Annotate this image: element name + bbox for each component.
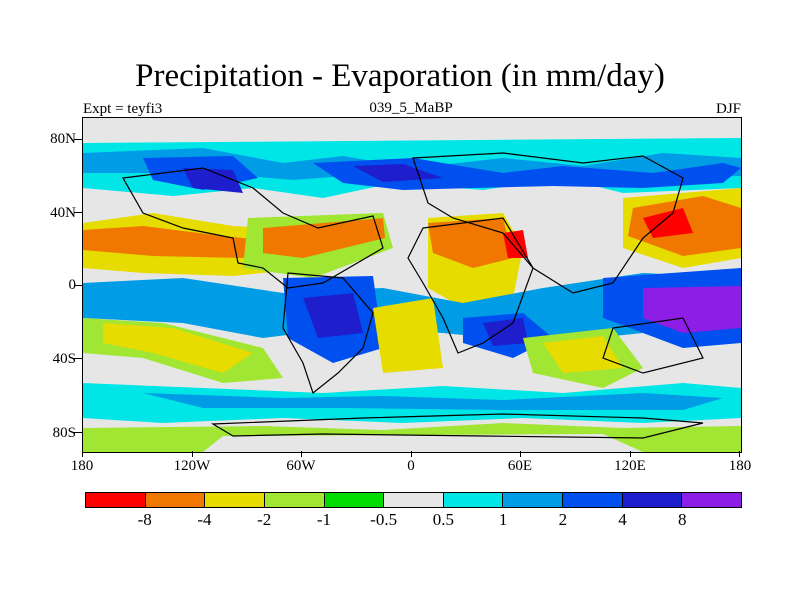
colorbar-swatch — [264, 493, 325, 507]
lon-tick — [301, 451, 302, 457]
colorbar-swatch — [443, 493, 504, 507]
lat-tick — [74, 432, 82, 433]
colorbar-label: -0.5 — [370, 510, 398, 529]
lon-label-60e: 60E — [507, 458, 533, 474]
lat-tick — [74, 212, 82, 213]
lon-tick — [411, 451, 412, 457]
lon-tick — [192, 451, 193, 457]
lat-label-0: 0 — [68, 277, 77, 293]
colorbar-swatch — [682, 493, 742, 507]
colorbar-swatch — [205, 493, 265, 507]
colorbar-label: -8 — [137, 510, 152, 529]
colorbar-swatch — [503, 493, 564, 507]
period-label: 039_5_MaBP — [369, 100, 453, 116]
colorbar-label: -2 — [257, 510, 272, 529]
lat-tick — [74, 139, 82, 140]
lon-label-60w: 60W — [286, 458, 316, 474]
lat-label-40s: 40S — [52, 351, 76, 367]
colorbar-swatch — [86, 493, 146, 507]
lat-label-40n: 40N — [50, 205, 76, 221]
colorbar-label: 0.5 — [432, 510, 454, 529]
lon-label-180e: 180 — [728, 458, 752, 474]
colorbar-label: 4 — [618, 510, 627, 529]
lat-tick — [74, 285, 82, 286]
pe-map — [82, 117, 742, 453]
colorbar-swatch — [622, 493, 683, 507]
colorbar-swatch — [145, 493, 206, 507]
lon-tick — [520, 451, 521, 457]
lon-tick — [82, 451, 83, 457]
colorbar — [85, 492, 742, 508]
colorbar-swatch — [324, 493, 385, 507]
lon-label-180w: 180 — [70, 458, 94, 474]
lon-tick — [739, 451, 740, 457]
lon-label-120w: 120W — [173, 458, 211, 474]
colorbar-swatch — [563, 493, 623, 507]
lon-label-0: 0 — [407, 458, 415, 474]
plot-title: Precipitation - Evaporation (in mm/day) — [135, 58, 665, 94]
colorbar-label: -4 — [197, 510, 212, 529]
colorbar-label: -1 — [316, 510, 331, 529]
colorbar-label: 8 — [678, 510, 687, 529]
colorbar-label: 1 — [498, 510, 508, 529]
colorbar-label: 2 — [558, 510, 568, 529]
lon-label-120e: 120E — [614, 458, 646, 474]
season-label: DJF — [715, 101, 741, 117]
lat-tick — [74, 358, 82, 359]
experiment-label: Expt = teyfi3 — [83, 101, 163, 117]
lat-label-80s: 80S — [52, 425, 76, 441]
lat-label-80n: 80N — [50, 131, 76, 147]
colorbar-swatch — [384, 493, 444, 507]
lon-tick — [630, 451, 631, 457]
